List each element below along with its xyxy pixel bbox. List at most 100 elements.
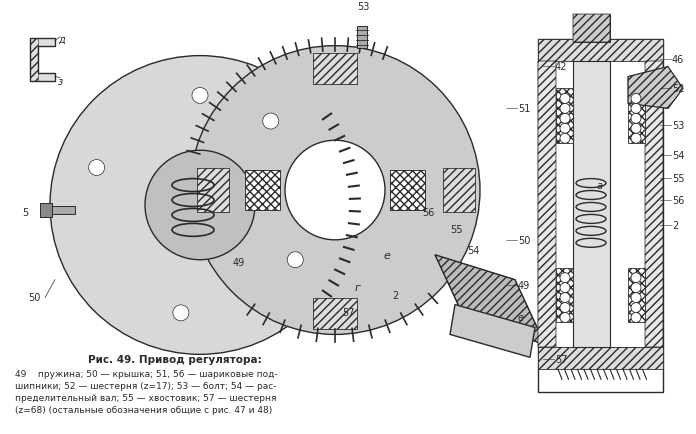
Polygon shape [30,39,55,81]
Bar [628,89,645,144]
Bar [538,348,663,369]
Circle shape [88,160,104,176]
Circle shape [560,124,570,134]
Bar [556,268,573,323]
Polygon shape [435,255,545,345]
Circle shape [631,283,641,293]
Bar [30,39,38,81]
Circle shape [560,313,570,323]
Bar [628,89,645,144]
Bar [443,169,475,213]
Text: д: д [58,35,65,45]
Circle shape [145,151,255,260]
Bar [538,39,663,62]
Circle shape [560,104,570,114]
Circle shape [631,303,641,313]
Circle shape [631,94,641,104]
Text: 57: 57 [555,355,567,365]
Circle shape [173,305,189,321]
Text: (z=68) (остальные обозначения общие с рис. 47 и 48): (z=68) (остальные обозначения общие с ри… [15,405,272,414]
Bar [245,171,280,210]
Bar [538,348,663,369]
Bar [645,62,663,348]
Text: 54: 54 [672,151,684,161]
Text: Рис. 49. Привод регулятора:: Рис. 49. Привод регулятора: [88,355,262,365]
Text: з: з [58,76,63,86]
Text: 51: 51 [518,104,530,114]
Circle shape [262,114,278,130]
Bar [390,171,425,210]
Bar [573,15,610,43]
Bar [40,204,52,217]
Circle shape [287,252,303,268]
Bar [538,39,663,392]
Circle shape [631,273,641,283]
Bar [313,298,357,330]
Text: г: г [355,282,361,292]
Bar [50,207,75,214]
Bar [197,169,229,213]
Circle shape [560,134,570,144]
Text: е: е [518,313,524,323]
Circle shape [631,114,641,124]
Polygon shape [628,67,683,109]
Text: 2: 2 [672,220,678,230]
Bar [556,268,573,323]
Bar [628,268,645,323]
Bar [443,169,475,213]
Circle shape [285,141,385,240]
Text: 52: 52 [672,84,684,94]
Circle shape [560,94,570,104]
Text: 50: 50 [518,235,530,245]
Polygon shape [450,305,535,358]
Text: 53: 53 [357,2,370,12]
Text: 50: 50 [28,292,40,302]
Text: е: е [383,250,390,260]
Text: 55: 55 [450,224,463,234]
Circle shape [190,46,480,335]
Text: 42: 42 [555,62,567,72]
Circle shape [560,283,570,293]
Bar [313,298,357,330]
Circle shape [560,293,570,303]
Text: 49    пружина; 50 — крышка; 51, 56 — шариковые под-: 49 пружина; 50 — крышка; 51, 56 — шарико… [15,369,278,378]
Circle shape [631,134,641,144]
Text: а: а [597,181,603,191]
Bar [573,15,610,43]
Bar [538,62,556,348]
Text: пределительный вал; 55 — хвостовик; 57 — шестерня: пределительный вал; 55 — хвостовик; 57 —… [15,393,276,402]
Bar [645,62,663,348]
Bar [538,62,556,348]
Circle shape [192,88,208,104]
Bar [245,171,280,210]
Text: 49: 49 [518,280,530,290]
Bar [390,171,425,210]
Text: 5: 5 [22,207,29,217]
Circle shape [631,313,641,323]
Bar [313,53,357,85]
Bar [313,53,357,85]
Text: 49: 49 [233,257,245,267]
Bar [538,39,663,62]
Circle shape [50,56,350,355]
Bar [573,62,610,348]
Circle shape [560,273,570,283]
Circle shape [560,303,570,313]
Text: 2: 2 [392,290,398,300]
Bar [628,268,645,323]
Bar [556,89,573,144]
Text: 55: 55 [672,174,684,184]
Bar [573,15,610,43]
Bar [556,89,573,144]
Circle shape [631,124,641,134]
Circle shape [560,114,570,124]
Text: 46: 46 [672,55,684,64]
Circle shape [631,293,641,303]
Text: 56: 56 [422,207,434,217]
Text: 56: 56 [672,196,684,206]
Bar [357,26,367,49]
Text: 53: 53 [672,121,684,131]
Text: 57: 57 [342,307,354,317]
Text: 54: 54 [467,245,480,255]
Bar [197,169,229,213]
